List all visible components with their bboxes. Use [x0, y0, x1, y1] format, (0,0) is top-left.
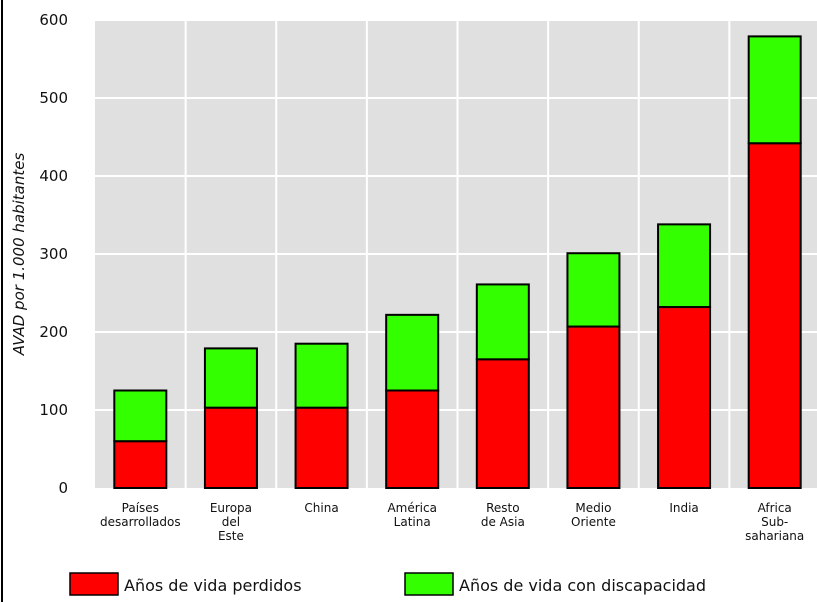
x-category-label: Europa del Este [210, 501, 252, 543]
x-category-line: sahariana [745, 529, 804, 543]
x-category-label: India [669, 501, 698, 515]
x-category-line: Latina [394, 515, 431, 529]
bar-segment-lost [385, 389, 440, 489]
legend-label-disability: Años de vida con discapacidad [459, 576, 706, 595]
x-category-line: Africa [758, 501, 792, 515]
x-category-line: América [387, 501, 437, 515]
x-category-label: América Latina [387, 501, 437, 529]
x-category-label: Medio Oriente [571, 501, 616, 529]
x-category-line: desarrollados [100, 515, 181, 529]
x-category-line: de Asia [481, 515, 525, 529]
x-category-line: Oriente [571, 515, 616, 529]
bar-segment-lost [747, 142, 802, 490]
bar-segment-disability [294, 342, 349, 409]
y-tick-label: 500 [39, 89, 68, 107]
y-ticks: 0 100 200 300 400 500 600 [39, 11, 68, 497]
x-category-label: Países desarrollados [100, 501, 181, 529]
x-categories: Países desarrollados Europa del Este China Amé… [100, 501, 804, 543]
bar-segment-disability [385, 313, 440, 392]
y-tick-label: 600 [39, 11, 68, 29]
x-category-line: China [304, 501, 338, 515]
bar-segment-disability [566, 252, 621, 328]
x-category-line: Países [122, 501, 159, 515]
x-category-line: Europa [210, 501, 252, 515]
x-category-line: Resto [486, 501, 519, 515]
y-tick-label: 300 [39, 245, 68, 263]
legend-label-lost: Años de vida perdidos [124, 576, 302, 595]
bar-segment-disability [747, 35, 802, 145]
y-tick-label: 100 [39, 401, 68, 419]
x-category-label: Africa Sub-sahariana [745, 501, 804, 543]
x-category-label: Resto de Asia [481, 501, 525, 529]
x-category-label: China [304, 501, 338, 515]
y-tick-label: 400 [39, 167, 68, 185]
x-category-line: Medio [575, 501, 611, 515]
x-category-line: Sub- [761, 515, 788, 529]
y-axis-label: AVAD por 1.000 habitantes [10, 153, 28, 357]
bar-segment-lost [657, 306, 712, 490]
bar-segment-lost [475, 358, 530, 489]
bar-segment-disability [475, 283, 530, 361]
x-category-line: Este [218, 529, 244, 543]
y-tick-label: 0 [58, 479, 68, 497]
bar-segment-lost [113, 440, 168, 490]
bar-segment-lost [566, 325, 621, 490]
x-category-line: India [669, 501, 698, 515]
legend-swatch-lost [69, 572, 119, 596]
bar-segment-disability [657, 223, 712, 309]
legend-swatch-disability [404, 572, 454, 596]
x-category-line: del [222, 515, 240, 529]
bars [113, 35, 802, 490]
grid [95, 19, 817, 488]
legend: Años de vida perdidos Años de vida con di… [69, 572, 706, 596]
y-tick-label: 200 [39, 323, 68, 341]
bar-segment-disability [203, 347, 258, 409]
bar-segment-disability [113, 389, 168, 443]
bar-segment-lost [203, 406, 258, 489]
bar-segment-lost [294, 406, 349, 489]
